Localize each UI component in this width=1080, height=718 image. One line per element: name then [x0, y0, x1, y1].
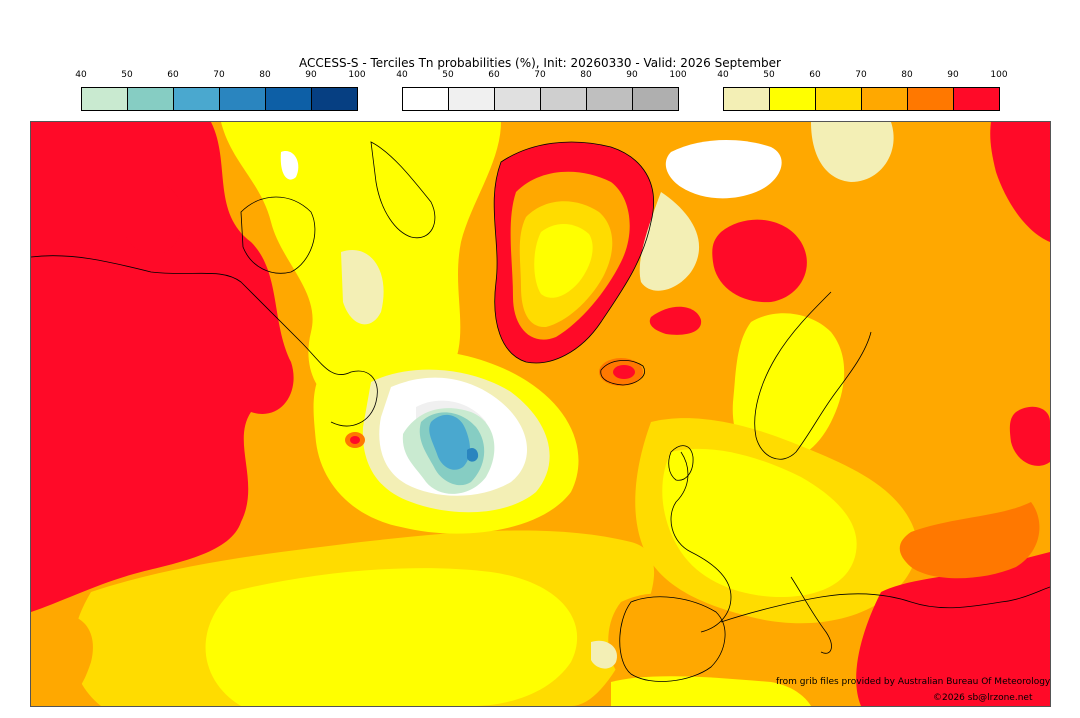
iceland-red: [613, 365, 635, 379]
turkey-orange: [899, 502, 1040, 579]
arctic-pale-ne: [811, 122, 894, 182]
legend-tick: 50: [121, 70, 133, 80]
arctic-white: [665, 140, 782, 199]
west-red-bulge: [121, 179, 183, 256]
legend-colorbar: [723, 87, 1000, 111]
east-red-upper: [1009, 406, 1050, 466]
map-title: ACCESS-S - Terciles Tn probabilities (%)…: [299, 56, 781, 70]
legend-tick: 50: [763, 70, 775, 80]
europe-yellow: [662, 448, 857, 597]
legend-tick: 50: [442, 70, 454, 80]
legend-swatch: [541, 88, 587, 110]
legend-tick: 40: [396, 70, 408, 80]
atlantic-deep-blue: [467, 447, 479, 462]
legend-below-normal: 40 50 60 70 80 90 100: [75, 70, 366, 112]
legend-colorbar: [402, 87, 679, 111]
iberia-orange: [608, 593, 734, 691]
legend-swatch: [724, 88, 770, 110]
south-atlantic-yellow: [205, 568, 578, 706]
legend-tick: 40: [75, 70, 87, 80]
norwegian-sea-red: [712, 219, 807, 303]
coastline-mediterranean: [720, 586, 1050, 623]
probability-map: [30, 121, 1051, 707]
map-canvas: [31, 122, 1050, 706]
legend-swatch: [174, 88, 220, 110]
coastline-europe: [670, 451, 732, 633]
north-africa-pale: [591, 640, 617, 669]
legend-tick: 60: [809, 70, 821, 80]
coastline-british-isles: [668, 445, 694, 481]
legend-tick: 100: [990, 70, 1008, 80]
legend-swatch: [633, 88, 678, 110]
legend-swatch: [312, 88, 357, 110]
coastlines: [31, 141, 1050, 682]
legend-swatch: [862, 88, 908, 110]
legend-tick: 90: [947, 70, 959, 80]
legend-tick: 60: [167, 70, 179, 80]
legend-swatch: [954, 88, 999, 110]
east-red-top: [990, 122, 1050, 242]
legend-tick: 90: [305, 70, 317, 80]
canada-pale: [341, 250, 384, 325]
copyright-credit: ©2026 sb@lrzone.net: [933, 693, 1033, 703]
legend-ticks: 40 50 60 70 80 90 100: [75, 70, 365, 82]
legend-tick: 80: [901, 70, 913, 80]
legend-swatch: [266, 88, 312, 110]
legend-ticks: 40 50 60 70 80 90 100: [717, 70, 1007, 82]
source-credit: from grib files provided by Australian B…: [776, 677, 1051, 687]
legend-near-normal: 40 50 60 70 80 90 100: [396, 70, 687, 112]
legend-tick: 100: [348, 70, 366, 80]
coastline-greenland: [493, 141, 654, 364]
legend-swatch: [449, 88, 495, 110]
legend-colorbar: [81, 87, 358, 111]
coastline-scandinavia: [754, 291, 872, 460]
legend-tick: 80: [259, 70, 271, 80]
south-orange-strip: [31, 614, 93, 706]
sea-red-strip: [649, 306, 702, 335]
legend-ticks: 40 50 60 70 80 90 100: [396, 70, 686, 82]
legend-tick: 70: [534, 70, 546, 80]
legend-swatch: [587, 88, 633, 110]
coastline-north-america: [31, 255, 378, 427]
legend-tick: 100: [669, 70, 687, 80]
red-spot-west-core: [350, 436, 360, 444]
legend-swatch: [770, 88, 816, 110]
coastline-italy: [790, 576, 832, 654]
coastline-baffin: [370, 141, 436, 239]
legend-swatch: [495, 88, 541, 110]
north-africa-yellow: [611, 676, 811, 706]
legend-swatch: [82, 88, 128, 110]
arctic-pale-band: [639, 192, 700, 291]
legend-swatch: [908, 88, 954, 110]
scandinavia-yellow: [732, 313, 845, 463]
coastline-iceland: [600, 360, 645, 386]
atlantic-blue: [429, 414, 470, 470]
legend-swatch: [220, 88, 266, 110]
legend-swatch: [816, 88, 862, 110]
legend-tick: 40: [717, 70, 729, 80]
legend-swatch: [403, 88, 449, 110]
legend-tick: 70: [213, 70, 225, 80]
east-med-red: [856, 552, 1050, 706]
coastline-iberia: [619, 596, 726, 682]
legend-tick: 90: [626, 70, 638, 80]
legend-tick: 80: [580, 70, 592, 80]
greenland-bright: [534, 223, 593, 298]
west-red-region: [31, 122, 294, 612]
legend-tick: 70: [855, 70, 867, 80]
canada-white-patch: [280, 151, 299, 180]
legend-above-normal: 40 50 60 70 80 90 100: [717, 70, 1008, 112]
legend-swatch: [128, 88, 174, 110]
coastline-hudson-bay: [240, 196, 316, 274]
legend-tick: 60: [488, 70, 500, 80]
